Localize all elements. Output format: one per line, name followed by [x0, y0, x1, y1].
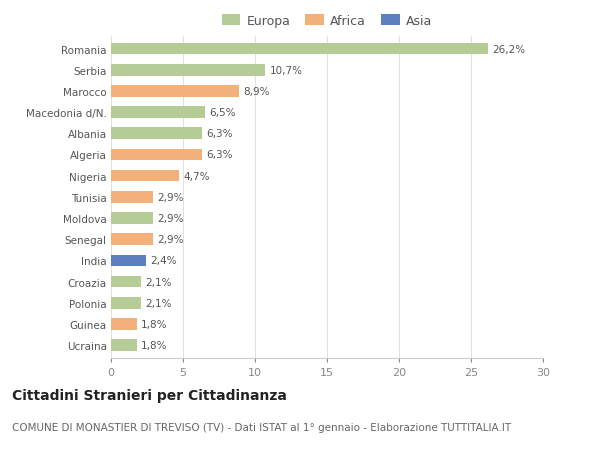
Bar: [111, 149, 202, 161]
Bar: [111, 44, 488, 55]
Bar: [111, 170, 179, 182]
Text: 2,9%: 2,9%: [157, 213, 184, 224]
Text: 2,4%: 2,4%: [150, 256, 176, 266]
Legend: Europa, Africa, Asia: Europa, Africa, Asia: [218, 11, 436, 31]
Bar: [111, 128, 202, 140]
Text: 2,1%: 2,1%: [146, 298, 172, 308]
Bar: [111, 234, 153, 246]
Bar: [111, 319, 137, 330]
Text: 2,9%: 2,9%: [157, 192, 184, 202]
Bar: [111, 255, 146, 267]
Text: Cittadini Stranieri per Cittadinanza: Cittadini Stranieri per Cittadinanza: [12, 388, 287, 402]
Bar: [111, 86, 239, 97]
Text: 1,8%: 1,8%: [141, 319, 168, 329]
Bar: [111, 191, 153, 203]
Text: 10,7%: 10,7%: [269, 66, 302, 76]
Text: 2,1%: 2,1%: [146, 277, 172, 287]
Text: COMUNE DI MONASTIER DI TREVISO (TV) - Dati ISTAT al 1° gennaio - Elaborazione TU: COMUNE DI MONASTIER DI TREVISO (TV) - Da…: [12, 422, 511, 432]
Text: 6,3%: 6,3%: [206, 129, 233, 139]
Text: 2,9%: 2,9%: [157, 235, 184, 245]
Bar: [111, 213, 153, 224]
Text: 4,7%: 4,7%: [183, 171, 209, 181]
Text: 1,8%: 1,8%: [141, 340, 168, 350]
Text: 26,2%: 26,2%: [493, 45, 526, 55]
Bar: [111, 276, 141, 288]
Bar: [111, 340, 137, 351]
Bar: [111, 107, 205, 118]
Bar: [111, 297, 141, 309]
Text: 6,3%: 6,3%: [206, 150, 233, 160]
Text: 8,9%: 8,9%: [244, 87, 270, 97]
Bar: [111, 65, 265, 76]
Text: 6,5%: 6,5%: [209, 108, 235, 118]
